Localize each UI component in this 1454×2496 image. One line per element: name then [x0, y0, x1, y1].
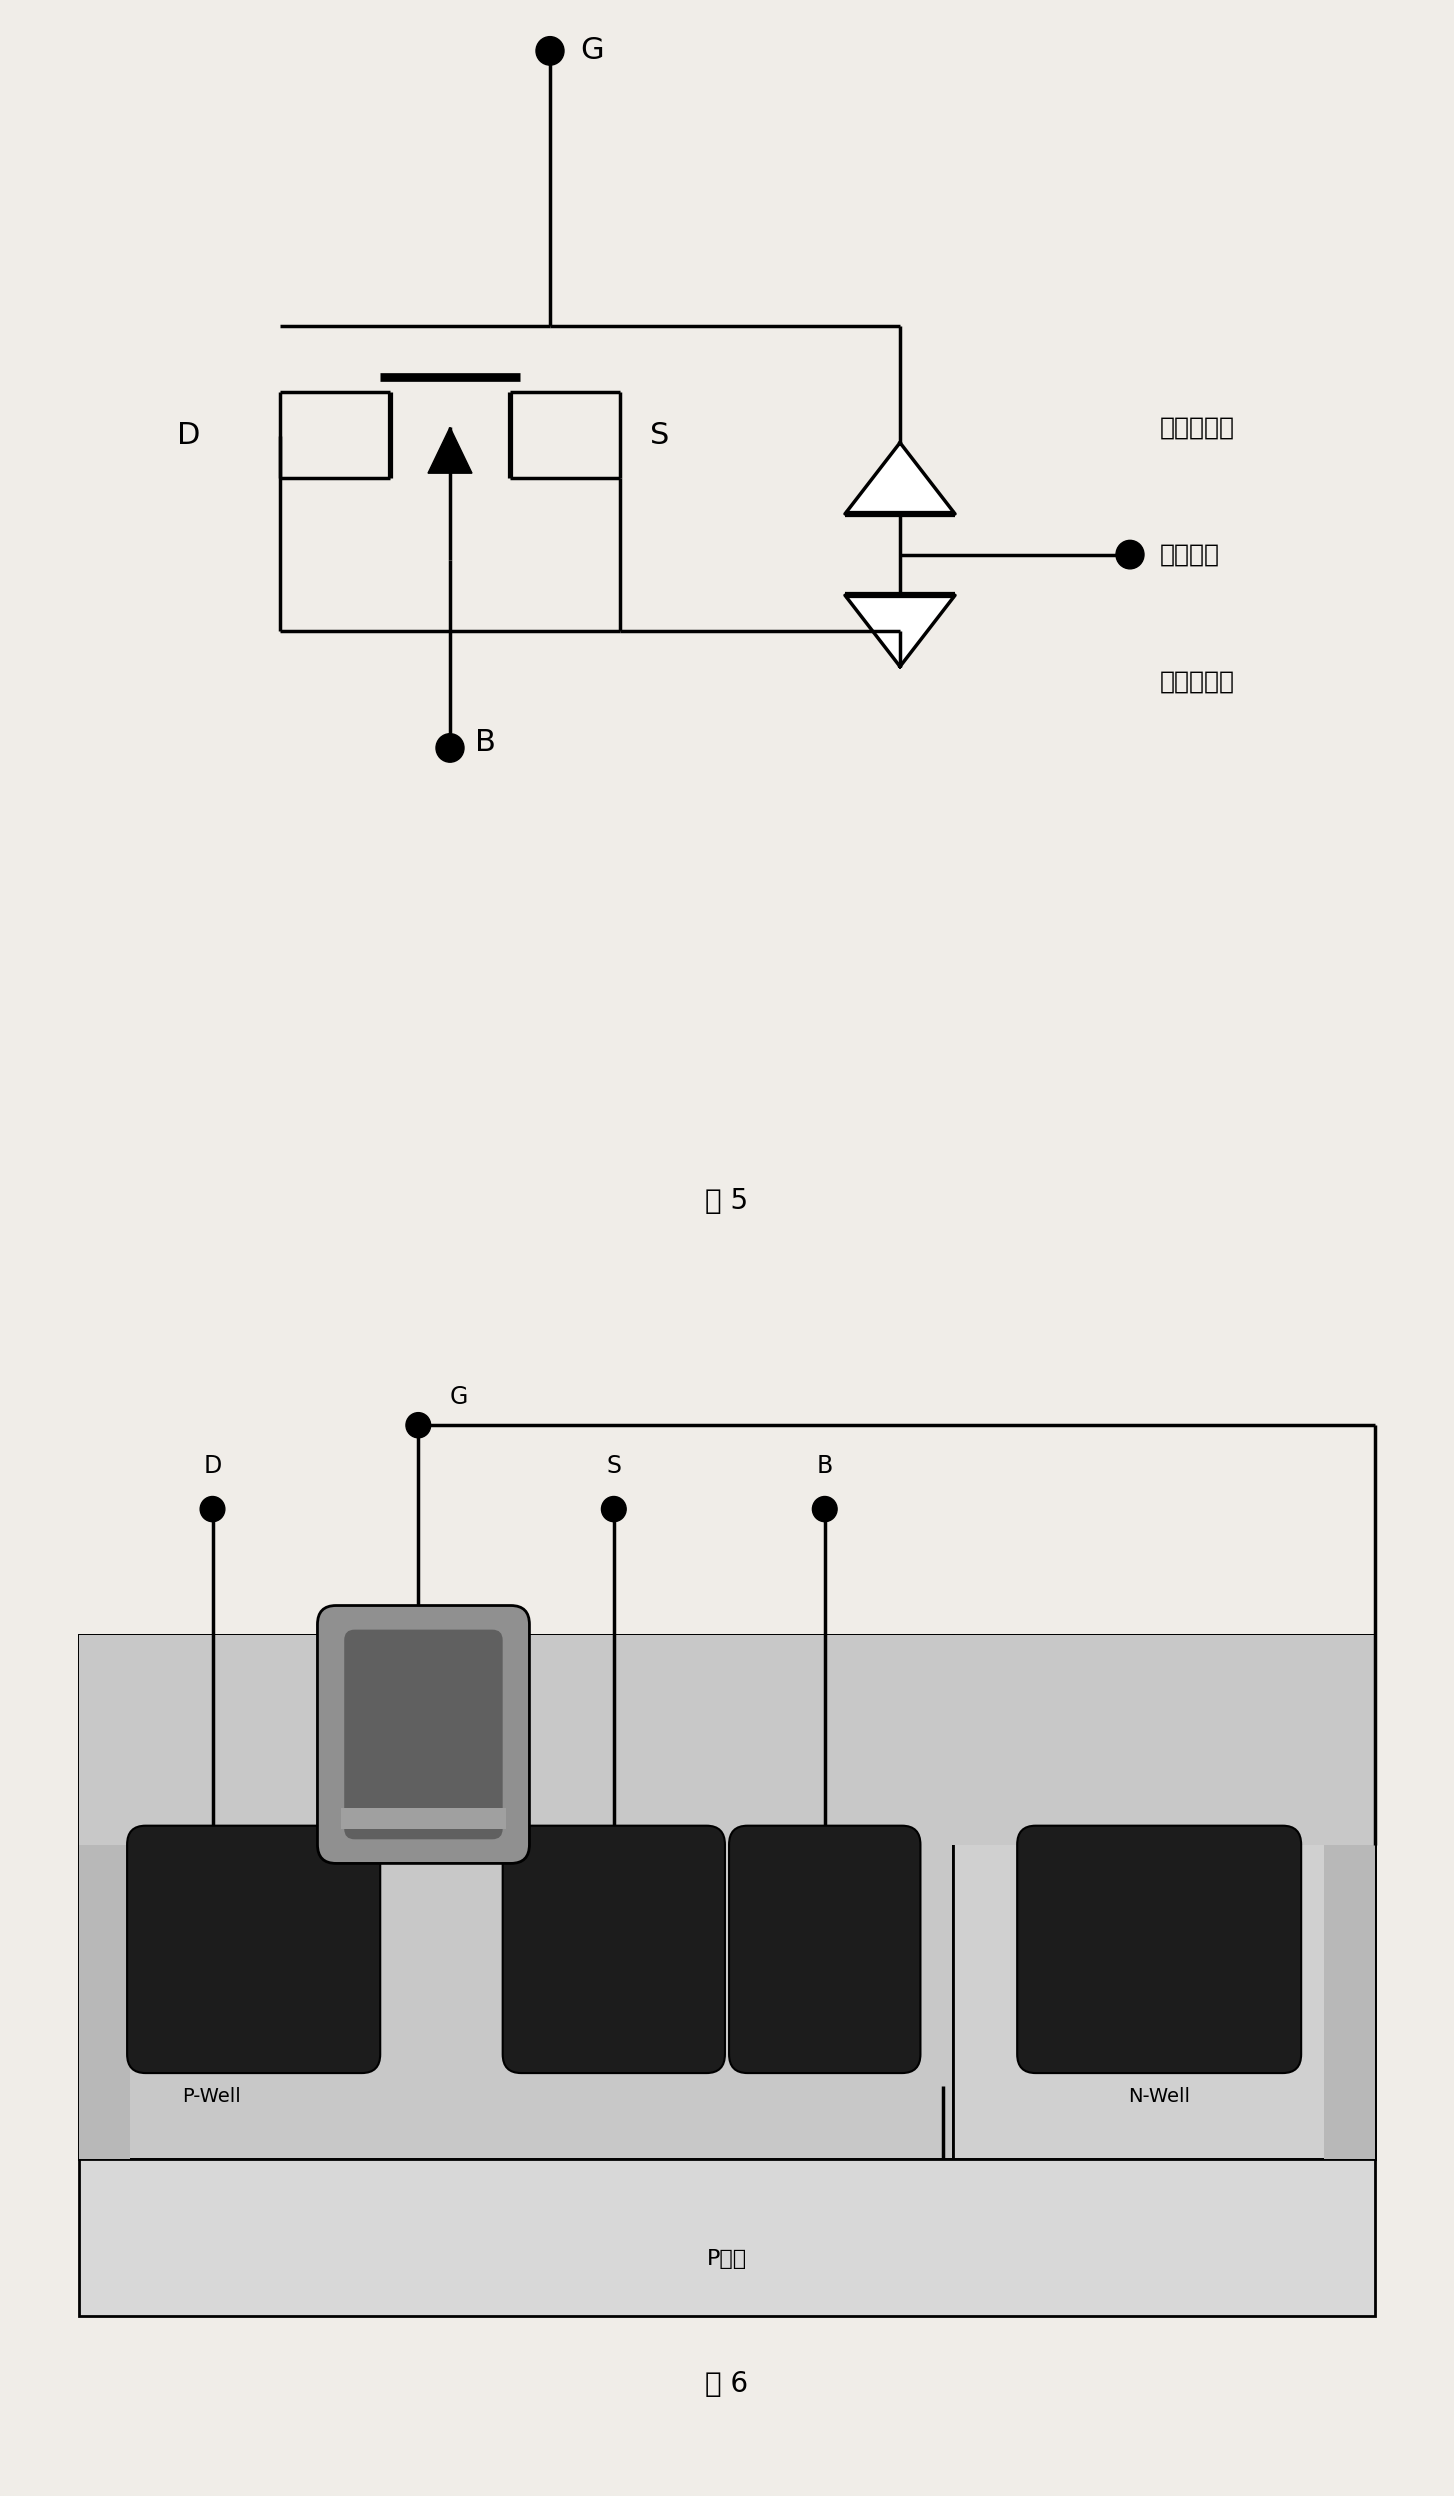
Text: G: G — [580, 37, 603, 65]
Bar — [342, 1807, 506, 1830]
FancyBboxPatch shape — [126, 1825, 381, 2074]
Circle shape — [602, 1498, 627, 1523]
Bar — [79, 1635, 131, 2159]
FancyBboxPatch shape — [728, 1825, 920, 2074]
Text: 图 5: 图 5 — [705, 1186, 749, 1216]
Bar — [79, 2159, 1375, 2316]
Text: N+: N+ — [237, 1939, 270, 1959]
Text: 第二二极管: 第二二极管 — [1160, 669, 1234, 694]
Polygon shape — [845, 442, 955, 514]
Circle shape — [1117, 539, 1144, 569]
Circle shape — [406, 1413, 430, 1438]
Text: 悬浮节点: 悬浮节点 — [1160, 542, 1220, 567]
Bar — [79, 1635, 1375, 1845]
Bar — [1323, 1635, 1375, 2159]
Circle shape — [813, 1498, 838, 1523]
Text: G: G — [449, 1385, 468, 1410]
FancyBboxPatch shape — [345, 1630, 503, 1840]
Polygon shape — [427, 427, 473, 474]
Bar — [79, 1635, 954, 2159]
Circle shape — [201, 1498, 225, 1523]
Text: B: B — [475, 729, 496, 756]
Bar — [954, 1635, 1375, 2159]
Bar — [79, 1635, 1375, 2159]
Text: S: S — [650, 422, 669, 449]
Text: P-Well: P-Well — [182, 2087, 240, 2107]
Text: P+: P+ — [1144, 1939, 1175, 1959]
FancyBboxPatch shape — [1018, 1825, 1301, 2074]
Text: B: B — [817, 1453, 833, 1478]
FancyBboxPatch shape — [317, 1605, 529, 1865]
Text: 第一二极管: 第一二极管 — [1160, 414, 1234, 439]
Text: P+: P+ — [810, 1939, 840, 1959]
FancyBboxPatch shape — [503, 1825, 726, 2074]
Text: D: D — [204, 1453, 221, 1478]
Circle shape — [436, 734, 464, 761]
Text: N+: N+ — [598, 1939, 630, 1959]
Text: N-Well: N-Well — [1128, 2087, 1189, 2107]
Text: P基底: P基底 — [707, 2249, 747, 2269]
Text: D: D — [176, 422, 201, 449]
Text: S: S — [606, 1453, 621, 1478]
Circle shape — [537, 37, 564, 65]
Polygon shape — [845, 597, 955, 666]
Text: 图 6: 图 6 — [705, 2371, 749, 2399]
